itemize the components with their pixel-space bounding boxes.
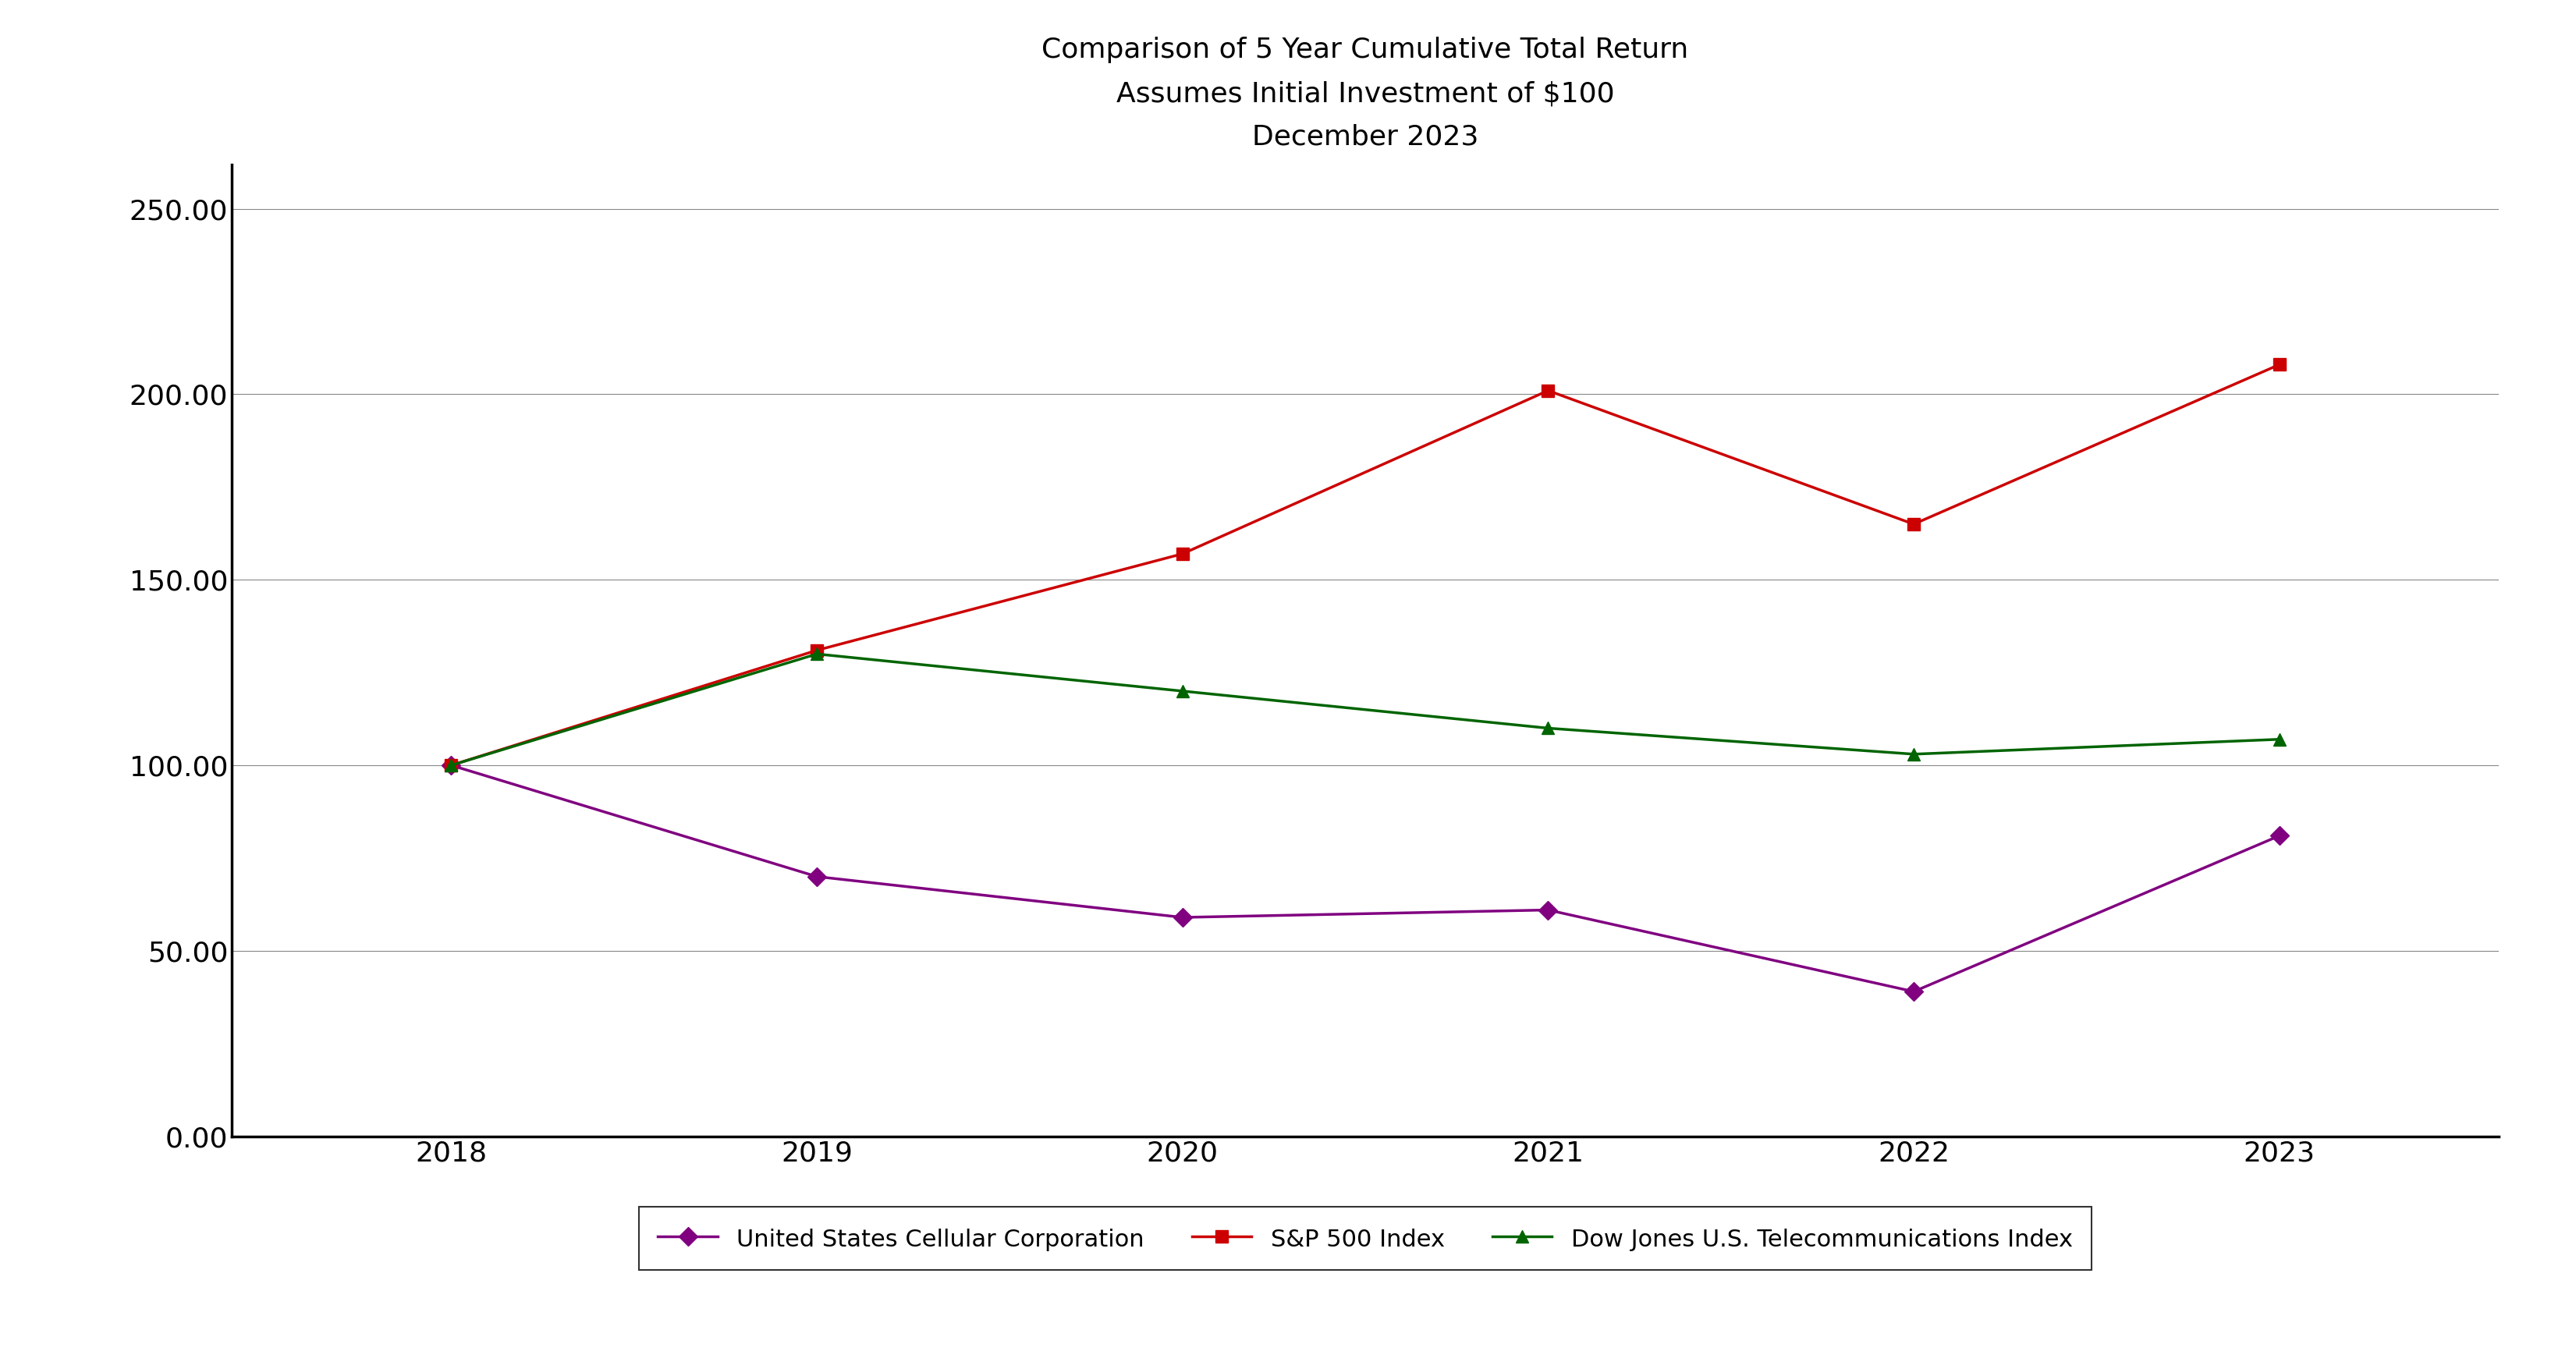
S&P 500 Index — [1167, 546, 1198, 563]
Line: Dow Jones U.S. Telecommunications Index: Dow Jones U.S. Telecommunications Index — [446, 648, 2285, 772]
United States Cellular Corporation — [435, 757, 466, 773]
S&P 500 Index — [801, 642, 832, 658]
United States Cellular Corporation — [801, 868, 832, 884]
Dow Jones U.S. Telecommunications Index — [801, 646, 832, 663]
Legend: United States Cellular Corporation, S&P 500 Index, Dow Jones U.S. Telecommunicat: United States Cellular Corporation, S&P … — [639, 1207, 2092, 1270]
Title: Comparison of 5 Year Cumulative Total Return
Assumes Initial Investment of $100
: Comparison of 5 Year Cumulative Total Re… — [1041, 37, 1690, 151]
United States Cellular Corporation — [1899, 983, 1929, 999]
Dow Jones U.S. Telecommunications Index — [1899, 746, 1929, 763]
Line: S&P 500 Index: S&P 500 Index — [446, 359, 2285, 772]
Line: United States Cellular Corporation: United States Cellular Corporation — [446, 758, 2285, 998]
S&P 500 Index — [435, 757, 466, 773]
Dow Jones U.S. Telecommunications Index — [435, 757, 466, 773]
Dow Jones U.S. Telecommunications Index — [2264, 731, 2295, 747]
S&P 500 Index — [1899, 516, 1929, 533]
United States Cellular Corporation — [2264, 827, 2295, 843]
United States Cellular Corporation — [1167, 909, 1198, 925]
Dow Jones U.S. Telecommunications Index — [1167, 683, 1198, 700]
S&P 500 Index — [2264, 356, 2295, 372]
United States Cellular Corporation — [1533, 902, 1564, 919]
Dow Jones U.S. Telecommunications Index — [1533, 720, 1564, 737]
S&P 500 Index — [1533, 382, 1564, 398]
